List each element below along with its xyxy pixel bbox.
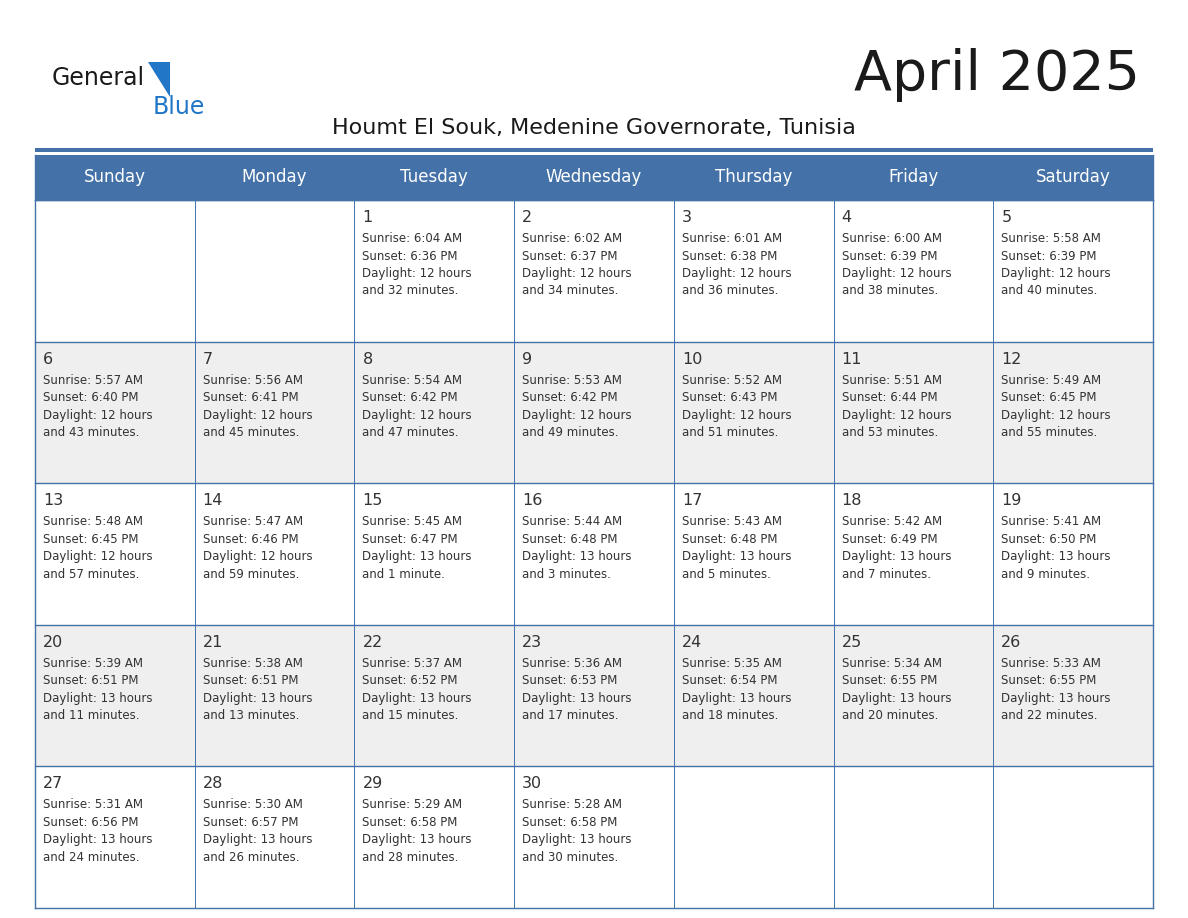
Text: 28: 28 — [203, 777, 223, 791]
Text: 30: 30 — [523, 777, 542, 791]
Text: Sunrise: 6:04 AM
Sunset: 6:36 PM
Daylight: 12 hours
and 32 minutes.: Sunrise: 6:04 AM Sunset: 6:36 PM Dayligh… — [362, 232, 472, 297]
Text: 20: 20 — [43, 635, 63, 650]
Text: 13: 13 — [43, 493, 63, 509]
Text: Sunrise: 5:47 AM
Sunset: 6:46 PM
Daylight: 12 hours
and 59 minutes.: Sunrise: 5:47 AM Sunset: 6:46 PM Dayligh… — [203, 515, 312, 581]
Bar — [34, 148, 1154, 152]
Bar — [34, 767, 1154, 908]
Text: 2: 2 — [523, 210, 532, 225]
Text: Houmt El Souk, Medenine Governorate, Tunisia: Houmt El Souk, Medenine Governorate, Tun… — [333, 118, 855, 138]
Text: 4: 4 — [841, 210, 852, 225]
Text: Sunrise: 5:34 AM
Sunset: 6:55 PM
Daylight: 13 hours
and 20 minutes.: Sunrise: 5:34 AM Sunset: 6:55 PM Dayligh… — [841, 656, 952, 722]
Text: Friday: Friday — [889, 169, 939, 186]
Text: Sunrise: 6:02 AM
Sunset: 6:37 PM
Daylight: 12 hours
and 34 minutes.: Sunrise: 6:02 AM Sunset: 6:37 PM Dayligh… — [523, 232, 632, 297]
Text: 6: 6 — [43, 352, 53, 366]
Text: Sunrise: 5:54 AM
Sunset: 6:42 PM
Daylight: 12 hours
and 47 minutes.: Sunrise: 5:54 AM Sunset: 6:42 PM Dayligh… — [362, 374, 472, 439]
Text: Sunrise: 5:52 AM
Sunset: 6:43 PM
Daylight: 12 hours
and 51 minutes.: Sunrise: 5:52 AM Sunset: 6:43 PM Dayligh… — [682, 374, 791, 439]
Text: Sunrise: 5:38 AM
Sunset: 6:51 PM
Daylight: 13 hours
and 13 minutes.: Sunrise: 5:38 AM Sunset: 6:51 PM Dayligh… — [203, 656, 312, 722]
Text: Sunrise: 5:58 AM
Sunset: 6:39 PM
Daylight: 12 hours
and 40 minutes.: Sunrise: 5:58 AM Sunset: 6:39 PM Dayligh… — [1001, 232, 1111, 297]
Bar — [34, 200, 1154, 341]
Text: Sunrise: 5:51 AM
Sunset: 6:44 PM
Daylight: 12 hours
and 53 minutes.: Sunrise: 5:51 AM Sunset: 6:44 PM Dayligh… — [841, 374, 952, 439]
Text: Sunrise: 5:53 AM
Sunset: 6:42 PM
Daylight: 12 hours
and 49 minutes.: Sunrise: 5:53 AM Sunset: 6:42 PM Dayligh… — [523, 374, 632, 439]
Text: Tuesday: Tuesday — [400, 169, 468, 186]
Text: Sunrise: 5:43 AM
Sunset: 6:48 PM
Daylight: 13 hours
and 5 minutes.: Sunrise: 5:43 AM Sunset: 6:48 PM Dayligh… — [682, 515, 791, 581]
Text: 8: 8 — [362, 352, 373, 366]
Text: 19: 19 — [1001, 493, 1022, 509]
Text: Wednesday: Wednesday — [545, 169, 643, 186]
Text: Sunrise: 5:56 AM
Sunset: 6:41 PM
Daylight: 12 hours
and 45 minutes.: Sunrise: 5:56 AM Sunset: 6:41 PM Dayligh… — [203, 374, 312, 439]
Text: 17: 17 — [682, 493, 702, 509]
Text: Sunday: Sunday — [84, 169, 146, 186]
Bar — [34, 341, 1154, 483]
Text: Sunrise: 5:44 AM
Sunset: 6:48 PM
Daylight: 13 hours
and 3 minutes.: Sunrise: 5:44 AM Sunset: 6:48 PM Dayligh… — [523, 515, 632, 581]
Text: 16: 16 — [523, 493, 543, 509]
Text: 3: 3 — [682, 210, 691, 225]
Text: Sunrise: 5:35 AM
Sunset: 6:54 PM
Daylight: 13 hours
and 18 minutes.: Sunrise: 5:35 AM Sunset: 6:54 PM Dayligh… — [682, 656, 791, 722]
Bar — [34, 155, 1154, 200]
Text: Blue: Blue — [153, 95, 206, 119]
Text: Sunrise: 6:00 AM
Sunset: 6:39 PM
Daylight: 12 hours
and 38 minutes.: Sunrise: 6:00 AM Sunset: 6:39 PM Dayligh… — [841, 232, 952, 297]
Text: Sunrise: 5:36 AM
Sunset: 6:53 PM
Daylight: 13 hours
and 17 minutes.: Sunrise: 5:36 AM Sunset: 6:53 PM Dayligh… — [523, 656, 632, 722]
Text: Sunrise: 5:49 AM
Sunset: 6:45 PM
Daylight: 12 hours
and 55 minutes.: Sunrise: 5:49 AM Sunset: 6:45 PM Dayligh… — [1001, 374, 1111, 439]
Text: Sunrise: 5:42 AM
Sunset: 6:49 PM
Daylight: 13 hours
and 7 minutes.: Sunrise: 5:42 AM Sunset: 6:49 PM Dayligh… — [841, 515, 952, 581]
Text: General: General — [52, 66, 145, 90]
Text: 21: 21 — [203, 635, 223, 650]
Text: 29: 29 — [362, 777, 383, 791]
Text: Sunrise: 5:37 AM
Sunset: 6:52 PM
Daylight: 13 hours
and 15 minutes.: Sunrise: 5:37 AM Sunset: 6:52 PM Dayligh… — [362, 656, 472, 722]
Text: 11: 11 — [841, 352, 862, 366]
Text: 7: 7 — [203, 352, 213, 366]
Text: Saturday: Saturday — [1036, 169, 1111, 186]
Text: Sunrise: 6:01 AM
Sunset: 6:38 PM
Daylight: 12 hours
and 36 minutes.: Sunrise: 6:01 AM Sunset: 6:38 PM Dayligh… — [682, 232, 791, 297]
Bar — [34, 483, 1154, 625]
Text: Sunrise: 5:33 AM
Sunset: 6:55 PM
Daylight: 13 hours
and 22 minutes.: Sunrise: 5:33 AM Sunset: 6:55 PM Dayligh… — [1001, 656, 1111, 722]
Text: Sunrise: 5:31 AM
Sunset: 6:56 PM
Daylight: 13 hours
and 24 minutes.: Sunrise: 5:31 AM Sunset: 6:56 PM Dayligh… — [43, 799, 152, 864]
Text: 22: 22 — [362, 635, 383, 650]
Text: 9: 9 — [523, 352, 532, 366]
Polygon shape — [148, 62, 170, 97]
Text: 27: 27 — [43, 777, 63, 791]
Text: 24: 24 — [682, 635, 702, 650]
Text: 26: 26 — [1001, 635, 1022, 650]
Text: 12: 12 — [1001, 352, 1022, 366]
Text: Sunrise: 5:29 AM
Sunset: 6:58 PM
Daylight: 13 hours
and 28 minutes.: Sunrise: 5:29 AM Sunset: 6:58 PM Dayligh… — [362, 799, 472, 864]
Text: Sunrise: 5:30 AM
Sunset: 6:57 PM
Daylight: 13 hours
and 26 minutes.: Sunrise: 5:30 AM Sunset: 6:57 PM Dayligh… — [203, 799, 312, 864]
Text: Sunrise: 5:57 AM
Sunset: 6:40 PM
Daylight: 12 hours
and 43 minutes.: Sunrise: 5:57 AM Sunset: 6:40 PM Dayligh… — [43, 374, 152, 439]
Text: 23: 23 — [523, 635, 542, 650]
Text: Monday: Monday — [242, 169, 308, 186]
Text: Sunrise: 5:48 AM
Sunset: 6:45 PM
Daylight: 12 hours
and 57 minutes.: Sunrise: 5:48 AM Sunset: 6:45 PM Dayligh… — [43, 515, 152, 581]
Text: 25: 25 — [841, 635, 861, 650]
Text: 14: 14 — [203, 493, 223, 509]
Text: 18: 18 — [841, 493, 862, 509]
Text: April 2025: April 2025 — [854, 48, 1140, 102]
Text: Sunrise: 5:28 AM
Sunset: 6:58 PM
Daylight: 13 hours
and 30 minutes.: Sunrise: 5:28 AM Sunset: 6:58 PM Dayligh… — [523, 799, 632, 864]
Text: Sunrise: 5:39 AM
Sunset: 6:51 PM
Daylight: 13 hours
and 11 minutes.: Sunrise: 5:39 AM Sunset: 6:51 PM Dayligh… — [43, 656, 152, 722]
Text: Sunrise: 5:45 AM
Sunset: 6:47 PM
Daylight: 13 hours
and 1 minute.: Sunrise: 5:45 AM Sunset: 6:47 PM Dayligh… — [362, 515, 472, 581]
Text: 5: 5 — [1001, 210, 1011, 225]
Text: 15: 15 — [362, 493, 383, 509]
Bar — [34, 625, 1154, 767]
Text: Sunrise: 5:41 AM
Sunset: 6:50 PM
Daylight: 13 hours
and 9 minutes.: Sunrise: 5:41 AM Sunset: 6:50 PM Dayligh… — [1001, 515, 1111, 581]
Text: 1: 1 — [362, 210, 373, 225]
Text: Thursday: Thursday — [715, 169, 792, 186]
Text: 10: 10 — [682, 352, 702, 366]
